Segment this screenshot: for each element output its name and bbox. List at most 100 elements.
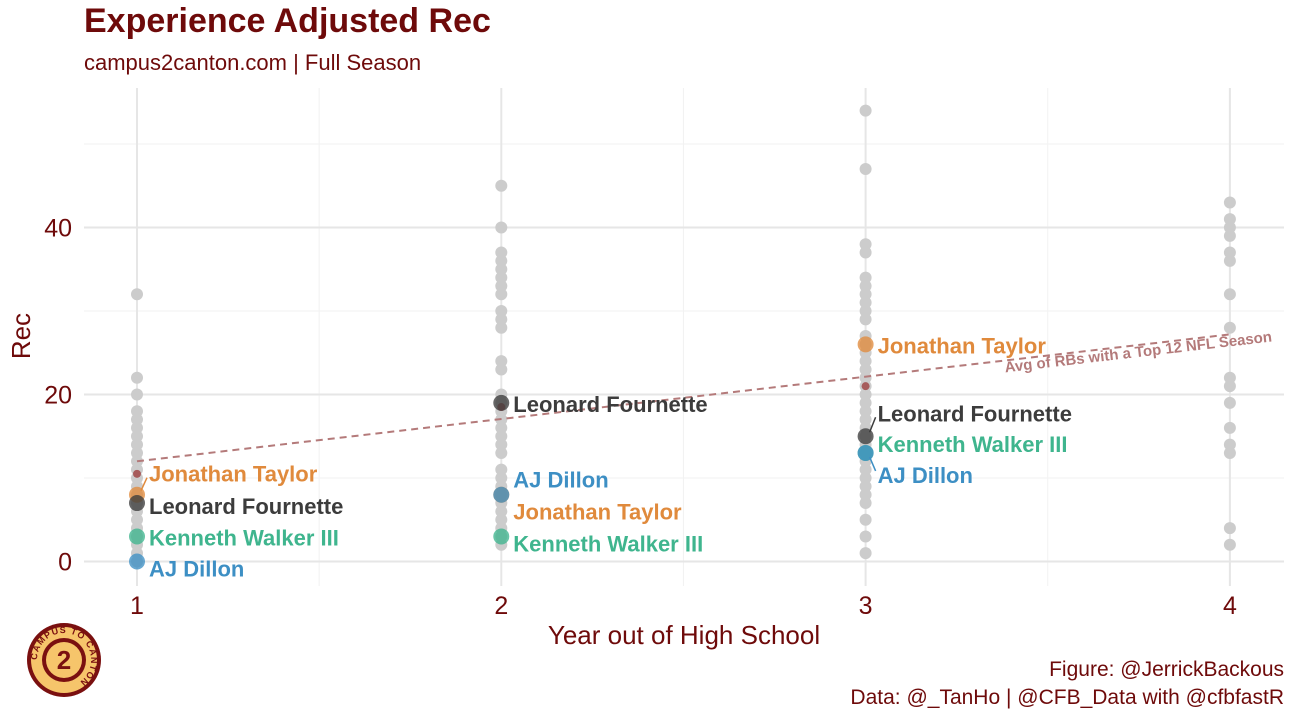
background-point xyxy=(859,313,872,326)
background-point xyxy=(131,513,143,526)
x-tick-label: 2 xyxy=(494,592,508,620)
player-label: AJ Dillon xyxy=(149,557,244,582)
player-point xyxy=(129,528,145,545)
player-label: Jonathan Taylor xyxy=(513,500,682,525)
background-point xyxy=(495,363,508,376)
background-point xyxy=(495,505,508,518)
background-point xyxy=(859,355,872,368)
background-point xyxy=(1223,254,1236,267)
x-tick-label: 1 xyxy=(130,592,144,620)
player-point xyxy=(493,486,510,503)
background-point xyxy=(1223,538,1236,551)
background-point xyxy=(859,163,872,176)
player-label: Leonard Fournette xyxy=(878,401,1072,426)
background-point xyxy=(859,388,872,401)
background-point xyxy=(1223,246,1236,259)
player-label: Jonathan Taylor xyxy=(878,333,1047,358)
background-point xyxy=(495,355,508,368)
background-point xyxy=(495,271,508,284)
background-point xyxy=(131,421,143,434)
caption-data-credit: Data: @_TanHo | @CFB_Data with @cfbfastR xyxy=(850,686,1284,709)
chart-title: Experience Adjusted Rec xyxy=(84,2,491,40)
background-point xyxy=(495,472,508,484)
background-point xyxy=(859,238,872,251)
background-point xyxy=(859,288,872,301)
background-point xyxy=(1223,321,1236,334)
background-point xyxy=(1223,396,1236,409)
logo-numeral: 2 xyxy=(57,645,71,675)
label-leader xyxy=(868,416,877,433)
background-point xyxy=(859,413,872,426)
background-point xyxy=(859,104,872,117)
logo-core xyxy=(46,642,82,678)
background-point xyxy=(859,363,872,376)
background-point xyxy=(131,413,143,426)
background-point xyxy=(495,463,508,476)
background-point xyxy=(859,396,872,409)
background-point xyxy=(131,430,143,443)
background-point xyxy=(859,472,872,484)
background-point xyxy=(495,263,508,276)
background-point xyxy=(1223,196,1236,209)
background-point xyxy=(495,438,508,451)
player-label: AJ Dillon xyxy=(513,468,608,493)
player-point xyxy=(857,444,874,461)
background-point xyxy=(859,271,872,284)
player-point xyxy=(493,394,510,411)
background-point xyxy=(859,530,872,543)
background-point xyxy=(859,497,872,510)
player-point xyxy=(129,495,145,512)
background-point xyxy=(859,305,872,317)
player-label: Kenneth Walker III xyxy=(513,531,703,556)
background-point xyxy=(1223,522,1236,535)
y-tick-label: 20 xyxy=(44,382,72,410)
player-label: AJ Dillon xyxy=(878,463,973,488)
x-tick-label: 3 xyxy=(859,592,873,620)
player-label: Jonathan Taylor xyxy=(149,462,318,487)
avg-point xyxy=(861,382,870,391)
background-point xyxy=(495,288,508,301)
player-label: Leonard Fournette xyxy=(513,392,707,417)
background-point xyxy=(131,288,143,301)
x-tick-label: 4 xyxy=(1223,592,1237,620)
player-point xyxy=(857,336,874,353)
background-point xyxy=(859,371,872,384)
background-point xyxy=(495,221,508,234)
player-label: Leonard Fournette xyxy=(149,494,343,519)
background-point xyxy=(495,430,508,443)
player-label: Kenneth Walker III xyxy=(878,432,1068,457)
background-point xyxy=(1223,221,1236,234)
background-point xyxy=(859,547,872,560)
avg-point xyxy=(133,469,141,478)
background-point xyxy=(1223,213,1236,226)
background-point xyxy=(495,246,508,259)
background-point xyxy=(495,313,508,326)
label-leader xyxy=(140,477,148,492)
background-point xyxy=(1223,229,1236,242)
background-point xyxy=(495,254,508,267)
background-point xyxy=(1223,421,1236,434)
background-point xyxy=(495,305,508,317)
background-point xyxy=(1223,380,1236,393)
y-tick-label: 0 xyxy=(58,549,72,577)
background-point xyxy=(131,388,143,401)
x-axis-label: Year out of High School xyxy=(548,620,820,650)
background-point xyxy=(859,246,872,259)
player-point xyxy=(129,553,145,570)
chart-caption: Figure: @JerrickBackous Data: @_TanHo | … xyxy=(850,656,1284,712)
background-point xyxy=(495,179,508,192)
caption-figure-credit: Figure: @JerrickBackous xyxy=(1049,658,1284,681)
background-point xyxy=(859,480,872,493)
background-point xyxy=(1223,371,1236,384)
background-point xyxy=(495,513,508,526)
avg-trend-line xyxy=(136,333,1231,463)
background-point xyxy=(859,279,872,292)
player-point xyxy=(857,428,874,445)
player-point xyxy=(493,528,510,545)
background-point xyxy=(131,371,143,384)
background-point xyxy=(1223,288,1236,301)
background-point xyxy=(495,321,508,334)
background-point xyxy=(859,513,872,526)
